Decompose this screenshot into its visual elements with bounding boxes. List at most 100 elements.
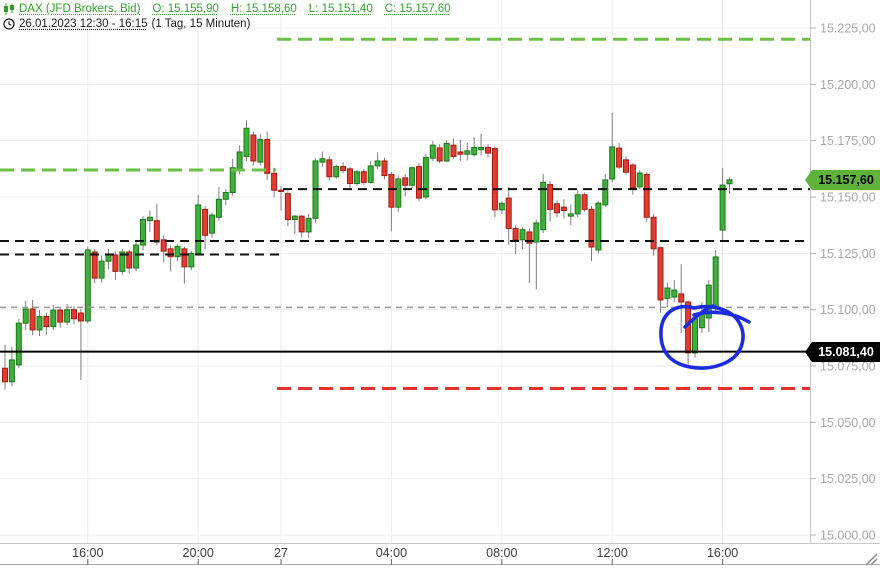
- instrument-header[interactable]: DAX (JFD Brokers, Bid) O: 15.155,90 H: 1…: [2, 2, 451, 16]
- candle-down: [657, 247, 664, 301]
- candle-up: [533, 222, 540, 243]
- candle-up: [98, 260, 105, 279]
- freehand-circle-annotation: [692, 310, 751, 324]
- candle-down: [381, 160, 388, 177]
- candle-down: [57, 309, 64, 323]
- candle-up: [146, 216, 153, 222]
- candle-up: [692, 317, 698, 354]
- candle-down: [629, 164, 636, 189]
- timeframe-header[interactable]: 26.01.2023 12:30 - 16:15 (1 Tag, 15 Minu…: [2, 17, 451, 31]
- period-label: (1 Tag, 15 Minuten): [151, 18, 251, 30]
- candle-up: [478, 146, 485, 151]
- level-price-tag: 15.081,40: [812, 341, 880, 362]
- candle-down: [623, 159, 629, 173]
- candle-up: [222, 191, 229, 200]
- candle-up: [429, 144, 436, 159]
- candle-up: [422, 157, 429, 198]
- candle-up: [464, 150, 471, 155]
- candle-down: [29, 308, 36, 331]
- candle-down: [340, 166, 347, 171]
- candle-up: [209, 214, 215, 234]
- x-axis-label: 20:00: [183, 546, 214, 560]
- candle-down: [326, 159, 333, 178]
- candle-down: [560, 206, 567, 212]
- candle-down: [202, 208, 209, 236]
- grid-lines: [0, 0, 810, 543]
- candle-up: [64, 309, 71, 323]
- x-axis-label: 08:00: [486, 546, 517, 560]
- candle-up: [719, 184, 726, 231]
- candle-up: [471, 146, 478, 156]
- candle-up: [636, 172, 643, 188]
- candle-down: [250, 134, 257, 162]
- candle-up: [726, 179, 733, 185]
- candle-up: [22, 308, 29, 324]
- candle-up: [353, 171, 360, 184]
- candle-down: [43, 315, 50, 328]
- candle-up: [540, 181, 547, 231]
- resize-handle[interactable]: [865, 553, 878, 566]
- candle-down: [616, 147, 623, 168]
- date-range[interactable]: 26.01.2023 12:30 - 16:15: [19, 18, 148, 30]
- current-price-tag: 15.157,60: [812, 169, 880, 190]
- ohlc-high: H: 15.158,60: [230, 3, 297, 15]
- candle-down: [112, 254, 119, 272]
- candle-down: [491, 148, 498, 211]
- candle-down: [581, 194, 588, 210]
- candle-up: [367, 165, 374, 183]
- ohlc-close: C: 15.157,60: [384, 3, 451, 15]
- y-axis-label: 15.050,00: [820, 416, 876, 430]
- x-axis-label: 27: [274, 546, 288, 560]
- instrument-name[interactable]: DAX (JFD Brokers, Bid): [19, 3, 141, 15]
- candle-down: [271, 172, 278, 191]
- candle-down: [678, 293, 685, 303]
- candle-down: [643, 173, 650, 218]
- candle-up: [443, 142, 450, 162]
- candle-down: [278, 189, 284, 192]
- candle-up: [664, 287, 671, 299]
- y-axis-label: 15.225,00: [820, 22, 876, 36]
- candle-down: [347, 168, 353, 184]
- candle-down: [153, 220, 160, 243]
- candle-down: [416, 166, 422, 199]
- x-axis-label: 12:00: [597, 546, 628, 560]
- y-axis-label: 15.175,00: [820, 134, 876, 148]
- candle-up: [574, 194, 581, 215]
- candle-down: [526, 231, 533, 244]
- candle-up: [236, 151, 243, 171]
- candle-down: [554, 203, 560, 214]
- candle-up: [15, 322, 22, 366]
- candle-up: [140, 219, 146, 246]
- candle-down: [181, 248, 188, 268]
- chart-header: DAX (JFD Brokers, Bid) O: 15.155,90 H: 1…: [2, 2, 451, 31]
- candle-down: [450, 144, 457, 157]
- candle-up: [229, 167, 236, 193]
- y-axis-label: 15.000,00: [820, 529, 876, 543]
- candlestick-chart-icon: [2, 3, 15, 16]
- candle-down: [160, 239, 167, 252]
- candle-up: [333, 166, 340, 178]
- candle-down: [264, 139, 271, 174]
- ohlc-low: L: 15.151,40: [308, 3, 373, 15]
- candles: [2, 112, 733, 390]
- candle-down: [71, 309, 77, 320]
- candle-up: [519, 229, 526, 241]
- candle-up: [291, 215, 298, 221]
- candle-down: [505, 197, 512, 230]
- candle-up: [36, 315, 43, 331]
- candle-up: [257, 139, 264, 163]
- drawing-annotation[interactable]: [659, 304, 751, 370]
- candle-up: [671, 289, 678, 298]
- candle-down: [284, 193, 291, 221]
- candle-up: [215, 198, 222, 218]
- candle-down: [588, 208, 595, 248]
- candle-down: [402, 177, 409, 186]
- candle-down: [436, 147, 443, 162]
- candle-up: [609, 146, 616, 180]
- candle-up: [305, 217, 312, 233]
- candle-down: [512, 228, 519, 241]
- candle-down: [360, 171, 367, 183]
- candle-down: [167, 248, 174, 258]
